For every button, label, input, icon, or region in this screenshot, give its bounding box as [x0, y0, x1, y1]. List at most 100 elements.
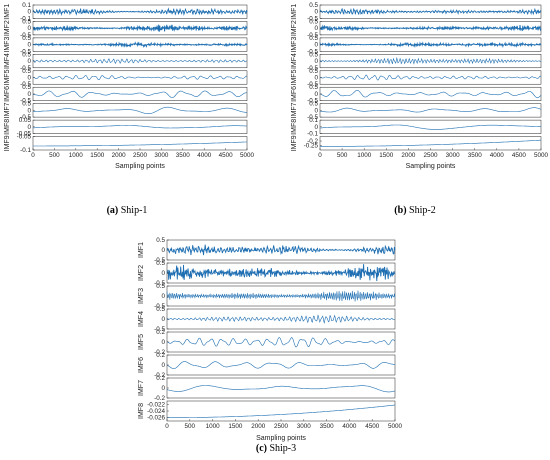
y-tick-label: -0.5: [154, 303, 165, 310]
y-tick-label: 0: [314, 124, 318, 131]
y-axis-label-imf6: IMF6: [4, 86, 11, 102]
y-axis-label-imf2: IMF2: [4, 20, 11, 36]
series-line-imf6: [166, 361, 396, 369]
y-tick-label: 0: [161, 339, 165, 346]
y-tick-label: -0.5: [154, 326, 165, 333]
y-tick-label: -0.1: [20, 15, 31, 22]
y-axis-label-imf8: IMF8: [4, 119, 11, 135]
x-tick-label: 1000: [357, 152, 372, 159]
y-tick-label: -0.2: [154, 395, 165, 402]
series-line-imf3: [319, 41, 542, 48]
y-axis-label-imf9: IMF9: [4, 135, 11, 151]
y-tick-label: 0: [161, 316, 165, 323]
x-tick-label: 2500: [274, 423, 289, 430]
series-line-imf4: [32, 58, 248, 65]
x-tick-label: 3500: [176, 152, 191, 159]
y-tick-label: 0.5: [156, 306, 165, 313]
y-tick-label: 0: [27, 42, 31, 49]
y-tick-label: 0: [161, 270, 165, 277]
series-line-imf8: [167, 404, 396, 418]
x-tick-label: 2500: [133, 152, 148, 159]
y-tick-label: 0.5: [309, 68, 318, 75]
x-tick-label: 1000: [69, 152, 84, 159]
series-line-imf2: [166, 264, 396, 282]
y-axis-label-imf2: IMF2: [138, 265, 145, 281]
y-tick-label: 0: [27, 25, 31, 32]
axes-frame: [166, 377, 396, 399]
x-tick-label: 2000: [112, 152, 127, 159]
x-tick-label: 0: [318, 152, 322, 159]
y-axis-label-imf1: IMF1: [138, 242, 145, 258]
y-tick-label: 0.5: [156, 237, 165, 244]
y-tick-label: -0.25: [304, 143, 319, 150]
x-tick-label: 0: [165, 423, 169, 430]
y-tick-label: -0.05: [17, 134, 32, 141]
series-line-imf7: [33, 106, 247, 114]
y-tick-label: 0.5: [22, 68, 31, 75]
x-tick-label: 2000: [251, 423, 266, 430]
y-tick-label: 0: [314, 58, 318, 65]
axes-frame: [319, 70, 542, 85]
x-tick-label: 3500: [468, 152, 483, 159]
series-line-imf1: [166, 244, 396, 256]
x-tick-label: 4000: [342, 423, 357, 430]
y-tick-label: -0.5: [154, 257, 165, 264]
y-tick-label: 0: [161, 293, 165, 300]
series-line-imf6: [33, 90, 248, 98]
y-axis-label-imf7: IMF7: [138, 380, 145, 396]
x-axis-label: Sampling points: [115, 163, 165, 170]
x-tick-label: 3500: [320, 423, 335, 430]
y-tick-label: -0.2: [154, 372, 165, 379]
x-tick-label: 2000: [401, 152, 416, 159]
x-tick-label: 5000: [534, 152, 549, 159]
y-tick-label: -0.022: [147, 401, 165, 408]
y-axis-label-imf1: IMF1: [4, 4, 11, 20]
y-axis-label-imf5: IMF5: [138, 334, 145, 350]
y-axis-label-imf7: IMF7: [291, 102, 298, 118]
x-tick-label: 4000: [490, 152, 505, 159]
y-tick-label: 0.5: [309, 51, 318, 58]
y-tick-label: 0.5: [309, 18, 318, 25]
y-tick-label: -0.1: [307, 131, 318, 138]
y-axis-label-imf8: IMF8: [138, 403, 145, 419]
y-axis-label-imf4: IMF4: [291, 53, 298, 69]
y-tick-label: -0.5: [307, 81, 318, 88]
y-tick-label: -0.5: [154, 280, 165, 287]
y-tick-label: 0: [314, 75, 318, 82]
x-tick-label: 5000: [388, 423, 403, 430]
x-tick-label: 1500: [228, 423, 243, 430]
y-tick-label: 0.1: [309, 117, 318, 124]
panel-ship-3: 0.5 0 -0.5 IMF1 0.5 0 -0.5 IMF2 0.5 0 -0.5 IMF3 0.5 0…: [138, 237, 402, 442]
y-tick-label: -0.05: [17, 131, 32, 138]
y-tick-label: 0: [27, 124, 31, 131]
y-tick-label: 0.5: [22, 84, 31, 91]
axes-frame: [319, 86, 542, 101]
series-line-imf9: [320, 139, 542, 147]
y-tick-label: 0.2: [156, 375, 165, 382]
series-line-imf8: [32, 125, 247, 129]
x-tick-label: 3000: [154, 152, 169, 159]
y-tick-label: 0.5: [22, 35, 31, 42]
y-tick-label: 0: [314, 107, 318, 114]
series-line-imf7: [320, 107, 542, 113]
y-tick-label: 0: [314, 91, 318, 98]
x-axis-label: Sampling points: [406, 163, 456, 170]
y-axis-label-imf5: IMF5: [291, 69, 298, 85]
panel-ship-2: 0.50-0.5IMF10.50-0.5IMF20.50-0.5IMF30.50…: [291, 2, 548, 170]
series-line-imf4: [166, 314, 396, 324]
caption-ship-3: (c) Ship-3: [256, 443, 296, 454]
y-tick-label: 0.5: [309, 84, 318, 91]
y-tick-label: -0.5: [307, 114, 318, 121]
y-tick-label: 0: [27, 107, 31, 114]
y-axis-label-imf2: IMF2: [291, 20, 298, 36]
y-tick-label: 0.5: [156, 283, 165, 290]
x-axis-label: Sampling points: [256, 435, 306, 442]
caption-ship-1: (a) Ship-1: [107, 205, 148, 216]
y-tick-label: -0.024: [147, 408, 165, 415]
y-tick-label: -0.5: [307, 65, 318, 72]
y-tick-label: 0.05: [19, 117, 32, 124]
y-axis-label-imf7: IMF7: [4, 102, 11, 118]
x-tick-label: 5000: [240, 152, 255, 159]
caption-ship-2: (b) Ship-2: [394, 205, 435, 216]
x-tick-label: 500: [185, 423, 196, 430]
